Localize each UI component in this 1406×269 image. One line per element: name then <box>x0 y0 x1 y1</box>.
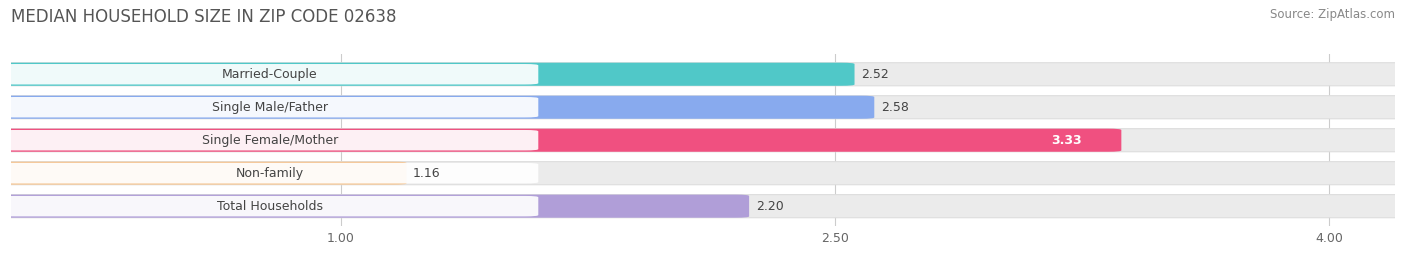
FancyBboxPatch shape <box>0 63 1406 86</box>
FancyBboxPatch shape <box>1 64 538 84</box>
Text: 2.52: 2.52 <box>860 68 889 81</box>
FancyBboxPatch shape <box>1 97 538 118</box>
Text: MEDIAN HOUSEHOLD SIZE IN ZIP CODE 02638: MEDIAN HOUSEHOLD SIZE IN ZIP CODE 02638 <box>11 8 396 26</box>
Text: Single Female/Mother: Single Female/Mother <box>201 134 337 147</box>
FancyBboxPatch shape <box>0 96 875 119</box>
Text: 1.16: 1.16 <box>413 167 440 180</box>
FancyBboxPatch shape <box>0 96 1406 119</box>
Text: Total Households: Total Households <box>217 200 323 213</box>
Text: 2.58: 2.58 <box>882 101 908 114</box>
FancyBboxPatch shape <box>1 130 538 150</box>
Text: Married-Couple: Married-Couple <box>222 68 318 81</box>
Text: Single Male/Father: Single Male/Father <box>212 101 328 114</box>
Text: Source: ZipAtlas.com: Source: ZipAtlas.com <box>1270 8 1395 21</box>
FancyBboxPatch shape <box>0 129 1406 152</box>
Text: Non-family: Non-family <box>236 167 304 180</box>
FancyBboxPatch shape <box>1 196 538 216</box>
FancyBboxPatch shape <box>0 195 1406 218</box>
FancyBboxPatch shape <box>0 162 1406 185</box>
Text: 2.20: 2.20 <box>755 200 783 213</box>
Text: 3.33: 3.33 <box>1052 134 1081 147</box>
FancyBboxPatch shape <box>1 163 538 183</box>
FancyBboxPatch shape <box>0 129 1122 152</box>
FancyBboxPatch shape <box>0 63 855 86</box>
FancyBboxPatch shape <box>0 195 749 218</box>
FancyBboxPatch shape <box>0 162 406 185</box>
